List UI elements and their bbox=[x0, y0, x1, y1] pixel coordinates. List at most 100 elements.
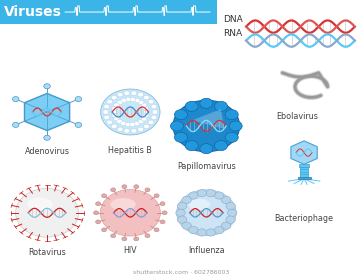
Circle shape bbox=[182, 196, 191, 204]
Circle shape bbox=[215, 227, 224, 234]
Circle shape bbox=[111, 188, 116, 192]
Circle shape bbox=[226, 202, 235, 210]
Circle shape bbox=[104, 115, 110, 120]
Circle shape bbox=[176, 209, 185, 216]
Circle shape bbox=[117, 92, 123, 97]
Circle shape bbox=[12, 122, 19, 127]
Circle shape bbox=[93, 211, 98, 215]
Text: shutterstock.com · 602786003: shutterstock.com · 602786003 bbox=[133, 270, 229, 275]
Circle shape bbox=[75, 97, 82, 102]
Text: Rotavirus: Rotavirus bbox=[28, 248, 66, 257]
Circle shape bbox=[144, 110, 150, 114]
Circle shape bbox=[173, 100, 240, 152]
Circle shape bbox=[44, 135, 50, 140]
Circle shape bbox=[131, 129, 137, 133]
Text: Adenovirus: Adenovirus bbox=[25, 147, 70, 156]
Circle shape bbox=[171, 121, 184, 131]
Bar bbox=[299, 164, 309, 167]
Circle shape bbox=[141, 116, 147, 121]
Circle shape bbox=[114, 103, 119, 108]
Circle shape bbox=[125, 122, 131, 127]
Circle shape bbox=[145, 234, 150, 238]
Circle shape bbox=[134, 98, 140, 103]
Circle shape bbox=[134, 185, 139, 189]
Circle shape bbox=[225, 132, 238, 142]
Circle shape bbox=[117, 127, 123, 132]
Circle shape bbox=[111, 95, 117, 100]
Circle shape bbox=[177, 190, 236, 236]
Circle shape bbox=[143, 113, 149, 118]
Circle shape bbox=[174, 110, 188, 120]
Circle shape bbox=[185, 141, 198, 151]
Circle shape bbox=[182, 222, 191, 229]
Circle shape bbox=[111, 234, 116, 238]
Circle shape bbox=[214, 101, 227, 111]
Circle shape bbox=[130, 97, 135, 102]
Circle shape bbox=[44, 84, 50, 89]
Circle shape bbox=[148, 99, 154, 104]
Circle shape bbox=[131, 91, 137, 95]
Circle shape bbox=[101, 89, 160, 135]
Circle shape bbox=[114, 116, 119, 121]
Circle shape bbox=[134, 237, 139, 241]
Circle shape bbox=[143, 106, 149, 111]
Circle shape bbox=[117, 100, 123, 105]
Circle shape bbox=[154, 194, 159, 198]
Ellipse shape bbox=[188, 199, 210, 210]
Circle shape bbox=[225, 110, 238, 120]
Circle shape bbox=[101, 228, 106, 232]
Circle shape bbox=[197, 229, 207, 236]
Circle shape bbox=[117, 119, 123, 124]
Text: Bacteriophage: Bacteriophage bbox=[275, 214, 333, 223]
Circle shape bbox=[16, 188, 79, 237]
Ellipse shape bbox=[110, 198, 136, 211]
Text: Influenza: Influenza bbox=[188, 246, 225, 255]
Circle shape bbox=[138, 127, 143, 132]
Circle shape bbox=[152, 110, 158, 114]
Circle shape bbox=[111, 110, 117, 114]
Circle shape bbox=[206, 190, 215, 197]
Circle shape bbox=[138, 92, 143, 97]
Text: RNA: RNA bbox=[223, 29, 242, 38]
Circle shape bbox=[138, 100, 144, 105]
Circle shape bbox=[226, 216, 235, 223]
Circle shape bbox=[122, 185, 127, 189]
Circle shape bbox=[96, 202, 101, 206]
Circle shape bbox=[125, 97, 131, 102]
Circle shape bbox=[177, 216, 187, 223]
Text: Papillomavirus: Papillomavirus bbox=[177, 162, 236, 171]
Circle shape bbox=[96, 220, 101, 224]
Circle shape bbox=[222, 196, 231, 204]
Ellipse shape bbox=[27, 197, 52, 211]
Bar bbox=[0, 0, 217, 24]
Circle shape bbox=[160, 202, 165, 206]
Circle shape bbox=[122, 237, 127, 241]
Circle shape bbox=[229, 121, 242, 131]
Text: Ebolavirus: Ebolavirus bbox=[276, 112, 318, 121]
Bar bbox=[298, 177, 311, 179]
Polygon shape bbox=[291, 141, 317, 164]
Circle shape bbox=[112, 106, 118, 111]
Circle shape bbox=[111, 124, 117, 129]
Circle shape bbox=[214, 141, 227, 151]
Circle shape bbox=[174, 132, 188, 142]
Text: DNA: DNA bbox=[223, 15, 243, 24]
Circle shape bbox=[151, 115, 157, 120]
Circle shape bbox=[124, 129, 130, 133]
Circle shape bbox=[151, 104, 157, 109]
Circle shape bbox=[101, 194, 106, 198]
Circle shape bbox=[189, 192, 198, 199]
Circle shape bbox=[206, 229, 215, 236]
Circle shape bbox=[100, 190, 160, 236]
Circle shape bbox=[162, 211, 167, 215]
Circle shape bbox=[103, 110, 109, 114]
Polygon shape bbox=[192, 109, 224, 129]
Circle shape bbox=[154, 228, 159, 232]
Circle shape bbox=[107, 99, 113, 104]
Text: Hepatitis B: Hepatitis B bbox=[108, 146, 152, 155]
Circle shape bbox=[148, 120, 154, 125]
Circle shape bbox=[75, 122, 82, 127]
Circle shape bbox=[144, 124, 150, 129]
Circle shape bbox=[138, 119, 144, 124]
Circle shape bbox=[121, 98, 126, 103]
